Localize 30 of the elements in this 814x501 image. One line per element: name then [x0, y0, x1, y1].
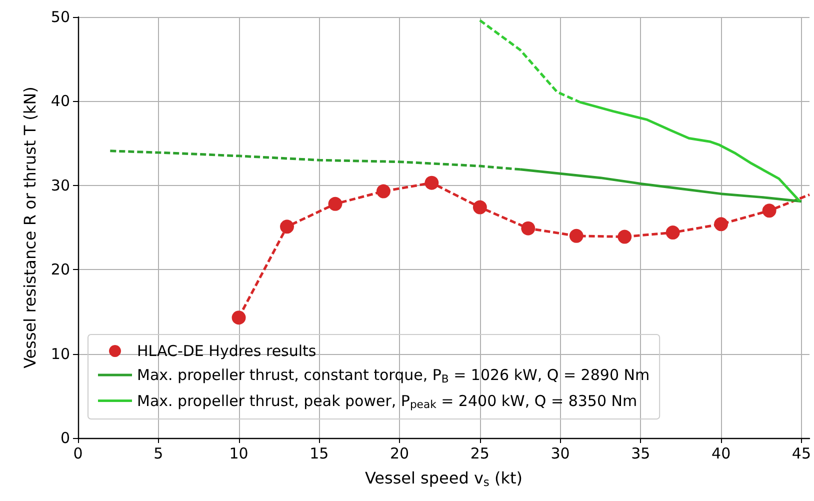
x-tick-label: 5 — [154, 444, 164, 462]
point — [328, 196, 342, 211]
y-tick-label: 50 — [50, 8, 70, 26]
point — [666, 226, 680, 240]
x-tick-label: 35 — [631, 444, 650, 462]
point — [280, 220, 294, 234]
x-tick-label: 30 — [550, 444, 570, 462]
y-tick-label: 30 — [50, 176, 70, 194]
x-tick-label: 45 — [792, 444, 812, 462]
point — [424, 176, 439, 190]
point — [232, 310, 246, 325]
point — [521, 221, 536, 236]
x-tick-label: 25 — [470, 444, 490, 462]
x-tick-label: 40 — [712, 444, 731, 462]
point — [762, 204, 776, 218]
point — [472, 200, 487, 214]
point — [569, 228, 584, 243]
x-tick-label: 0 — [73, 444, 83, 462]
y-tick-label: 10 — [50, 344, 70, 363]
y-axis-title: Vessel resistance R or thrust T (kN) — [20, 86, 40, 368]
y-tick-label: 20 — [50, 260, 70, 279]
y-tick-label: 0 — [60, 429, 70, 447]
point — [376, 184, 390, 198]
legend-label: HLAC-DE Hydres results — [137, 342, 316, 360]
y-tick-label: 40 — [50, 92, 70, 110]
x-tick-label: 20 — [390, 444, 410, 462]
x-tick-label: 10 — [229, 444, 248, 462]
point — [618, 230, 632, 244]
point — [714, 217, 728, 232]
x-tick-label: 15 — [310, 444, 329, 462]
